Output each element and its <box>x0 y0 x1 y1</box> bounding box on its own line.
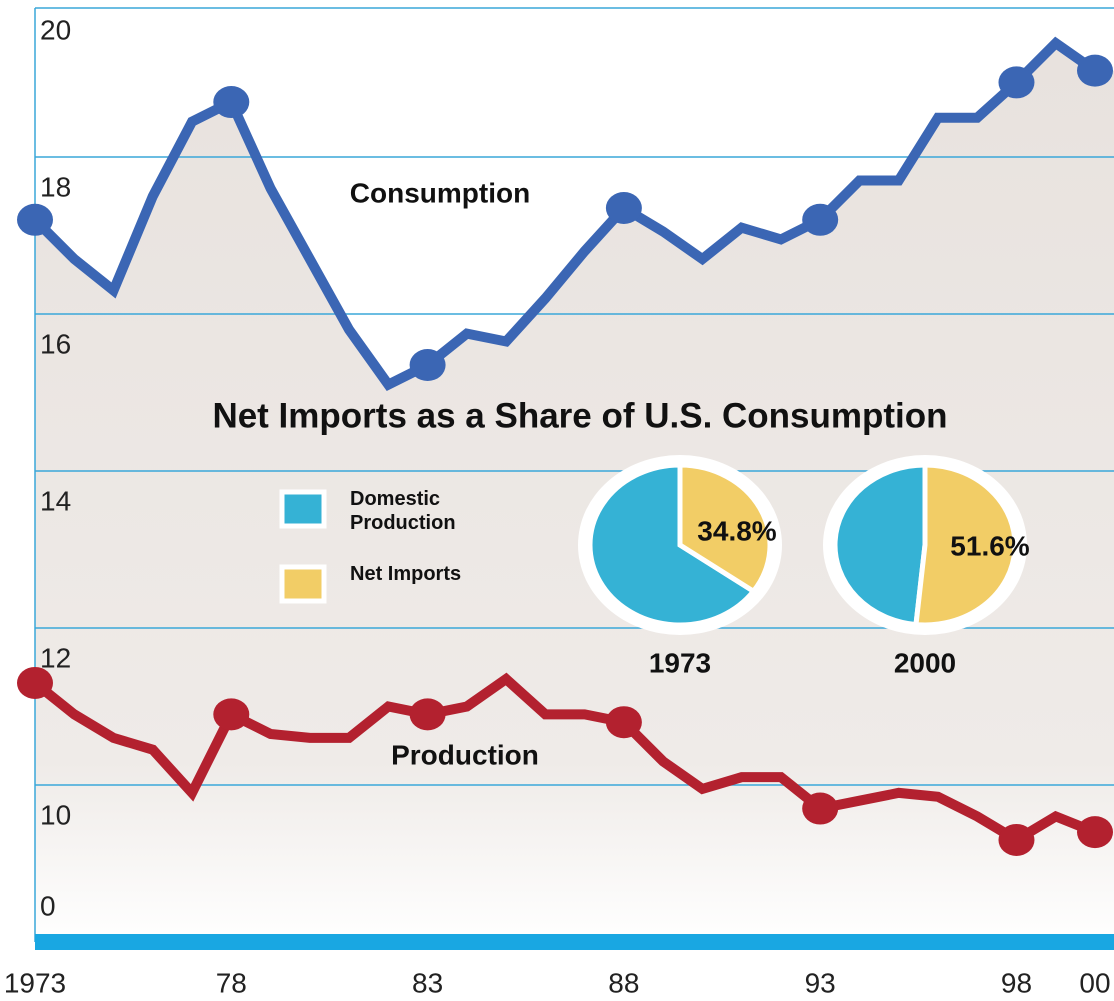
pie-title: 1973 <box>649 647 711 678</box>
data-point <box>802 203 839 236</box>
data-point <box>1077 54 1113 87</box>
inset-title: Net Imports as a Share of U.S. Consumpti… <box>212 396 947 435</box>
data-point <box>213 86 250 119</box>
pie-slice <box>832 462 928 628</box>
legend-label: Domestic Production <box>350 488 456 534</box>
legend-label: Net Imports <box>350 563 462 585</box>
series-line <box>31 36 1098 392</box>
data-point <box>17 666 53 699</box>
x-tick-label: 88 <box>608 967 639 998</box>
y-tick-label: 20 <box>40 14 71 45</box>
data-point <box>998 823 1035 856</box>
legend-swatch <box>279 564 327 604</box>
axis-break-label: 0 <box>40 890 56 921</box>
data-point <box>802 792 839 825</box>
data-point <box>213 698 250 731</box>
pie-slice <box>913 462 1018 628</box>
x-tick-label: 78 <box>216 967 247 998</box>
pie-value-label: 51.6% <box>950 530 1029 561</box>
pie-value-label: 34.8% <box>697 515 776 546</box>
data-point <box>998 66 1035 99</box>
data-point <box>409 698 446 731</box>
y-tick-label: 18 <box>40 171 71 202</box>
x-tick-label: 93 <box>805 967 836 998</box>
x-tick-label: 98 <box>1001 967 1032 998</box>
pie-title: 2000 <box>894 647 956 678</box>
y-tick-label: 12 <box>40 642 71 673</box>
data-point <box>605 706 642 739</box>
series-label: Consumption <box>350 177 530 208</box>
x-tick-label: 00 <box>1079 967 1110 998</box>
y-tick-label: 10 <box>40 799 71 830</box>
x-tick-label: 83 <box>412 967 443 998</box>
y-tick-label: 14 <box>40 485 71 516</box>
legend-swatch <box>279 489 327 529</box>
data-point <box>17 203 53 236</box>
pie-slice <box>677 462 773 595</box>
data-point <box>1077 816 1113 849</box>
x-tick-label: 1973 <box>4 967 66 998</box>
y-tick-label: 16 <box>40 328 71 359</box>
series-line <box>31 672 1097 846</box>
data-point <box>605 192 642 225</box>
data-point <box>409 349 446 382</box>
series-label: Production <box>391 739 539 770</box>
pie-slice <box>587 462 758 628</box>
area-background <box>35 43 1114 943</box>
x-axis-bar <box>35 934 1114 950</box>
